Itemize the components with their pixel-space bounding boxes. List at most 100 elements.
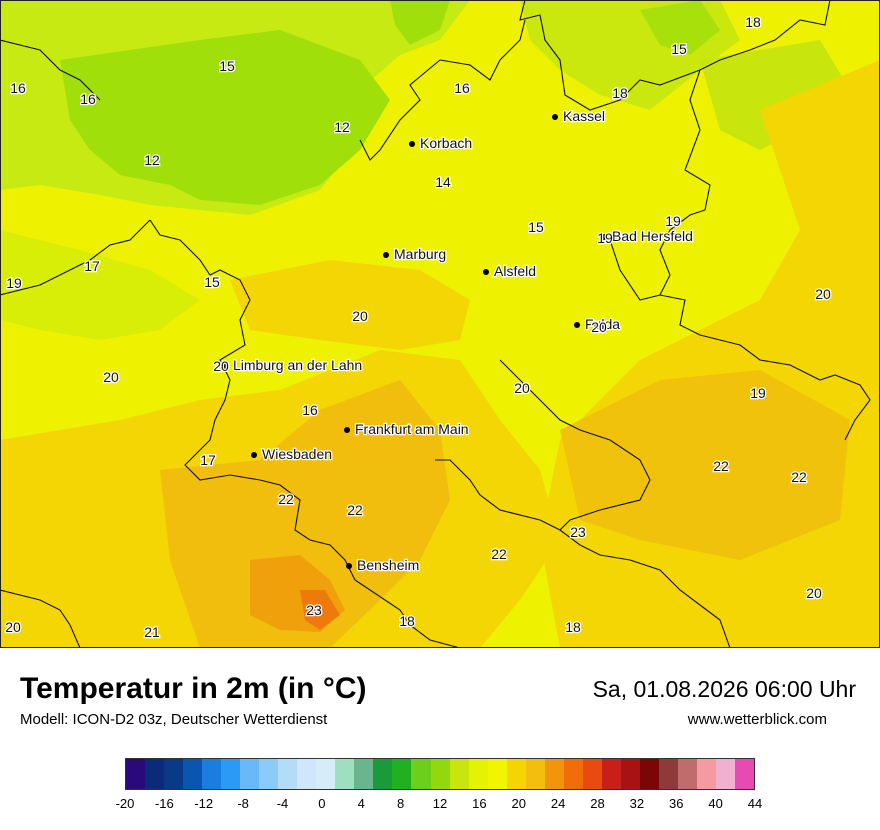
temperature-label: 15 (219, 58, 235, 74)
temperature-label: 22 (347, 502, 363, 518)
color-scale-tick-label: 28 (590, 796, 605, 811)
color-scale-swatch (392, 759, 412, 789)
temperature-label: 18 (565, 619, 581, 635)
color-scale-swatch (582, 759, 602, 789)
color-scale-swatch (658, 759, 678, 789)
temperature-label: 21 (144, 624, 160, 640)
color-scale-swatch (620, 759, 640, 789)
city-dot (552, 114, 558, 120)
temperature-label: 18 (745, 14, 761, 30)
color-scale-swatch (544, 759, 564, 789)
color-scale-swatch (335, 759, 355, 789)
temperature-label: 20 (5, 619, 21, 635)
temperature-label: 20 (103, 369, 119, 385)
color-scale-tick-label: 0 (318, 796, 326, 811)
color-scale-swatch (715, 759, 735, 789)
cool-region-north (390, 0, 450, 45)
city-marker: Marburg (383, 245, 447, 263)
color-scale-swatch (411, 759, 431, 789)
city-label: Limburg an der Lahn (233, 357, 362, 373)
city-marker: Bensheim (346, 556, 421, 574)
temperature-label: 16 (10, 80, 26, 96)
color-scale-tick-label: 12 (432, 796, 448, 811)
color-scale-swatch (677, 759, 697, 789)
color-scale-swatch (373, 759, 393, 789)
temperature-map: Kassel Korbach Marburg Alsfeld Bad Hersfeld F… (0, 0, 880, 648)
color-scale-swatch (735, 759, 755, 789)
color-scale-tick-label: 40 (708, 796, 723, 811)
hot-region-core (300, 590, 340, 630)
city-dot (222, 363, 228, 369)
color-scale-swatch (563, 759, 583, 789)
website-link[interactable]: www.wetterblick.com (687, 711, 827, 728)
temperature-label: 16 (302, 402, 318, 418)
color-scale-tick-label: 24 (550, 796, 566, 811)
city-label: Alsfeld (494, 263, 536, 279)
forecast-datetime: Sa, 01.08.2026 06:00 Uhr (592, 676, 856, 702)
color-scale-tick-label: 32 (629, 796, 645, 811)
city-label: Fulda (585, 316, 620, 332)
city-label: Bensheim (357, 557, 419, 573)
temperature-label: 18 (399, 613, 415, 629)
temperature-label: 16 (80, 91, 96, 107)
color-scale-ticks: -20 -16 -12 -8 -4 0 4 8 12 16 20 24 28 32 36 40 44 (116, 796, 763, 816)
color-scale-swatch (202, 759, 222, 789)
color-scale-swatch (506, 759, 526, 789)
city-label: Marburg (394, 246, 446, 262)
warm-region-east-inner (560, 370, 850, 560)
color-scale-swatch (278, 759, 298, 789)
color-scale-swatch (696, 759, 716, 789)
temperature-label: 19 (6, 275, 22, 291)
color-scale-swatch (468, 759, 488, 789)
city-dot (601, 234, 607, 240)
city-label: Korbach (420, 135, 472, 151)
color-scale-swatch (221, 759, 241, 789)
legend-panel: Temperatur in 2m (in °C) Modell: ICON-D2… (0, 648, 880, 830)
city-dot (344, 427, 350, 433)
chart-title: Temperatur in 2m (in °C) (20, 672, 367, 705)
color-scale-swatch (639, 759, 659, 789)
cool-region-far-northeast (640, 0, 720, 55)
temperature-label: 20 (591, 319, 607, 335)
color-scale-swatch (601, 759, 621, 789)
city-marker: Wiesbaden (251, 445, 333, 463)
city-marker: Frankfurt am Main (344, 420, 470, 438)
temperature-label: 20 (514, 380, 530, 396)
color-scale-tick-label: 16 (472, 796, 487, 811)
temperature-label: 14 (435, 174, 451, 190)
temperature-label: 19 (665, 213, 681, 229)
temperature-label: 16 (454, 80, 470, 96)
color-scale-swatch (525, 759, 545, 789)
color-scale-swatch (487, 759, 507, 789)
color-scale-bar (125, 758, 755, 790)
warm-region-rhine (160, 380, 450, 648)
color-scale-tick-label: 36 (669, 796, 684, 811)
color-scale-tick-label: 8 (397, 796, 405, 811)
city-dot (574, 322, 580, 328)
temperature-label: 22 (278, 491, 294, 507)
cool-region-west (0, 230, 200, 340)
city-marker: Kassel (552, 107, 606, 125)
city-dot (383, 252, 389, 258)
color-scale-swatch (145, 759, 165, 789)
temperature-label: 12 (334, 119, 350, 135)
temperature-label: 17 (84, 258, 100, 274)
temperature-label: 12 (144, 152, 160, 168)
temperature-label: 19 (597, 230, 613, 246)
temperature-label: 22 (713, 458, 729, 474)
warm-region-center (230, 260, 470, 350)
color-scale-tick-label: -12 (194, 796, 214, 811)
city-marker: Korbach (409, 134, 473, 152)
color-scale-tick-label: 4 (357, 796, 365, 811)
color-scale-tick-label: -8 (237, 796, 249, 811)
color-scale-tick-label: -20 (115, 796, 135, 811)
temperature-label: 15 (528, 219, 544, 235)
city-marker: Limburg an der Lahn (222, 356, 363, 374)
temperature-label: 15 (671, 41, 687, 57)
city-dot (409, 141, 415, 147)
color-scale-swatch (316, 759, 336, 789)
city-dot (483, 269, 489, 275)
color-scale-swatch (354, 759, 374, 789)
temperature-label: 15 (204, 274, 220, 290)
cool-region-core (60, 30, 390, 205)
